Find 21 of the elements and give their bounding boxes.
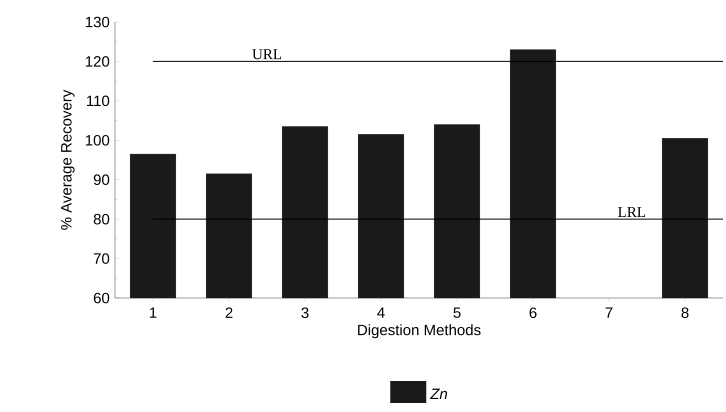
x-axis-title: Digestion Methods — [358, 324, 481, 338]
y-tick-label: 130 — [86, 16, 110, 28]
x-tick-label: 4 — [377, 307, 385, 318]
y-tick-label: 100 — [86, 134, 110, 146]
x-tick-label: 3 — [301, 307, 309, 318]
y-tick-label: 70 — [94, 253, 110, 264]
x-tick-label: 5 — [453, 307, 461, 318]
y-tick-label: 60 — [94, 292, 110, 304]
x-tick-label: 7 — [606, 307, 612, 318]
y-tick-label: 90 — [94, 174, 110, 186]
x-tick-label: 2 — [226, 307, 232, 318]
ref-line-label: LRL — [618, 207, 646, 217]
y-tick-label: 80 — [94, 214, 110, 224]
y-tick-label: 110 — [87, 96, 110, 106]
ref-line-label: URL — [252, 49, 282, 60]
x-tick-label: 6 — [530, 307, 537, 318]
y-axis-title: % Average Recovery — [61, 90, 75, 230]
x-tick-label: 8 — [681, 307, 689, 318]
x-tick-label: 1 — [150, 307, 156, 318]
legend-label: Zn — [430, 388, 448, 399]
y-tick-label: 120 — [86, 56, 110, 67]
